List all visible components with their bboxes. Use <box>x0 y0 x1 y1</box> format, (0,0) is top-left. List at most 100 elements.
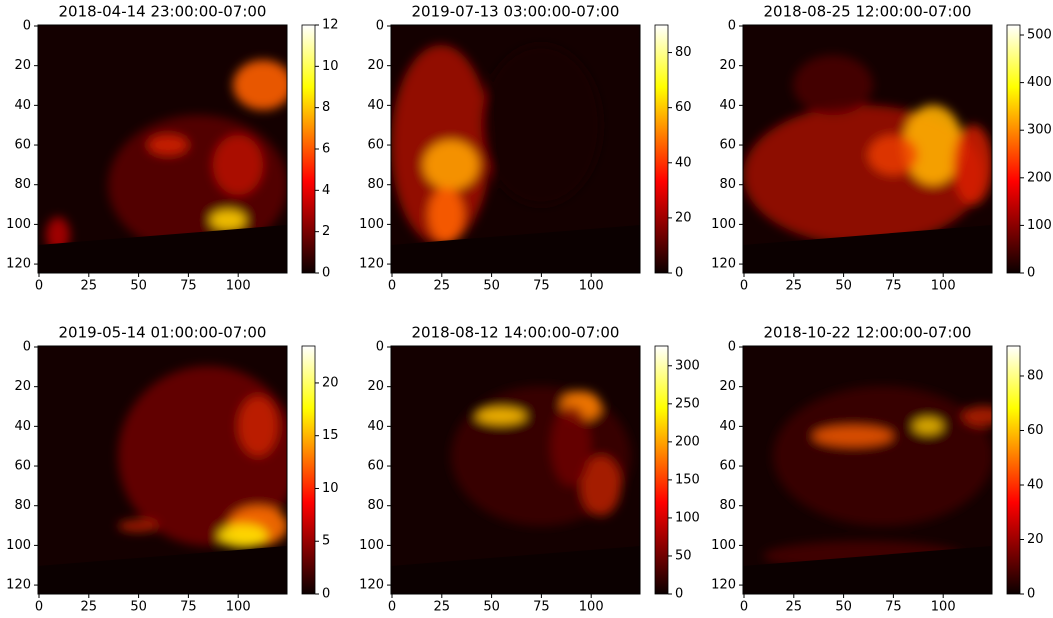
colorbar-tick-label: 2 <box>322 224 330 239</box>
heat-region <box>868 135 918 175</box>
x-tick-label: 25 <box>434 600 451 615</box>
y-tick-label: 0 <box>728 339 736 354</box>
heat-layer <box>743 25 993 273</box>
colorbar-tick-label: 0 <box>1027 587 1035 602</box>
colorbar-tick-label: 250 <box>675 396 700 411</box>
colorbar-tick-label: 8 <box>322 100 330 115</box>
figure: 2018-04-14 23:00:00-07:00025507510002040… <box>0 0 1053 618</box>
heat-region <box>913 418 943 434</box>
y-tick-label: 100 <box>711 217 736 232</box>
colorbar <box>302 346 315 594</box>
x-tick-label: 75 <box>885 279 902 294</box>
y-tick-label: 40 <box>719 419 736 434</box>
y-tick-label: 80 <box>14 177 31 192</box>
y-tick-label: 0 <box>376 18 384 33</box>
y-tick-label: 100 <box>711 538 736 553</box>
x-tick-label: 50 <box>483 279 500 294</box>
x-tick-label: 75 <box>533 279 550 294</box>
x-tick-label: 25 <box>434 279 451 294</box>
heatmap-image <box>743 25 993 273</box>
x-tick-label: 100 <box>226 600 251 615</box>
colorbar-tick-label: 100 <box>1027 218 1052 233</box>
colorbar-tick-label: 20 <box>1027 532 1044 547</box>
y-tick-label: 60 <box>367 459 384 474</box>
y-tick-label: 120 <box>6 578 31 593</box>
panel-title: 2018-04-14 23:00:00-07:00 <box>59 3 267 21</box>
colorbar-tick-label: 60 <box>675 100 692 115</box>
heat-region <box>963 406 1003 426</box>
y-tick-label: 20 <box>367 379 384 394</box>
colorbar <box>1007 346 1020 594</box>
colorbar <box>1007 25 1020 273</box>
colorbar-tick-label: 4 <box>322 183 330 198</box>
colorbar-tick-label: 300 <box>675 358 700 373</box>
y-tick-label: 60 <box>14 459 31 474</box>
y-tick-label: 80 <box>367 177 384 192</box>
x-tick-label: 0 <box>740 279 748 294</box>
panel-title: 2019-05-14 01:00:00-07:00 <box>59 324 267 342</box>
y-tick-label: 100 <box>6 217 31 232</box>
x-tick-label: 50 <box>130 600 147 615</box>
heat-layer <box>38 346 298 594</box>
heat-layer <box>391 25 640 273</box>
x-tick-label: 0 <box>740 600 748 615</box>
y-tick-label: 0 <box>376 339 384 354</box>
y-tick-label: 100 <box>359 217 384 232</box>
colorbar-tick-label: 0 <box>322 587 330 602</box>
heat-region <box>238 396 278 456</box>
colorbar-tick-label: 5 <box>322 534 330 549</box>
heat-region <box>148 135 188 155</box>
y-tick-label: 120 <box>359 578 384 593</box>
heat-regions <box>118 366 298 548</box>
colorbar-tick-label: 300 <box>1027 123 1052 138</box>
y-tick-label: 20 <box>14 58 31 73</box>
heat-region <box>428 187 464 243</box>
heat-regions <box>451 386 631 526</box>
colorbar-tick-label: 10 <box>322 59 339 74</box>
y-tick-label: 80 <box>719 177 736 192</box>
panel-title: 2018-08-25 12:00:00-07:00 <box>764 3 972 21</box>
heat-layer <box>391 346 640 594</box>
heat-region <box>476 408 526 424</box>
y-tick-label: 100 <box>6 538 31 553</box>
x-tick-label: 0 <box>35 600 43 615</box>
colorbar-tick-label: 80 <box>1027 368 1044 383</box>
colorbar-tick-label: 0 <box>675 266 683 281</box>
heat-region <box>953 125 993 205</box>
y-tick-label: 0 <box>728 18 736 33</box>
heatmap-image <box>391 25 640 273</box>
y-tick-label: 120 <box>6 257 31 272</box>
heat-region <box>481 45 601 205</box>
colorbar-tick-label: 0 <box>322 266 330 281</box>
y-tick-label: 40 <box>14 98 31 113</box>
y-tick-label: 60 <box>14 138 31 153</box>
x-tick-label: 50 <box>130 279 147 294</box>
colorbar-tick-label: 0 <box>1027 266 1035 281</box>
y-tick-label: 100 <box>359 538 384 553</box>
y-tick-label: 40 <box>719 98 736 113</box>
heat-region <box>213 135 263 195</box>
x-tick-label: 25 <box>81 279 98 294</box>
heatmap-image <box>38 346 298 594</box>
heat-region <box>551 406 591 486</box>
panel-title: 2018-08-12 14:00:00-07:00 <box>412 324 620 342</box>
colorbar-tick-label: 12 <box>322 18 339 33</box>
x-tick-label: 100 <box>579 279 604 294</box>
colorbar <box>302 25 315 273</box>
colorbar-tick-label: 150 <box>675 472 700 487</box>
x-tick-label: 0 <box>35 279 43 294</box>
x-tick-label: 25 <box>81 600 98 615</box>
colorbar-tick-label: 40 <box>1027 477 1044 492</box>
y-tick-label: 120 <box>359 257 384 272</box>
colorbar <box>655 25 668 273</box>
heat-region <box>793 55 873 115</box>
y-tick-label: 60 <box>719 459 736 474</box>
y-tick-label: 20 <box>367 58 384 73</box>
colorbar-tick-label: 20 <box>675 210 692 225</box>
x-tick-label: 50 <box>483 600 500 615</box>
y-tick-label: 40 <box>14 419 31 434</box>
x-tick-label: 100 <box>931 279 956 294</box>
heatmap-image <box>391 346 640 594</box>
colorbar-tick-label: 15 <box>322 428 339 443</box>
y-tick-label: 80 <box>14 498 31 513</box>
